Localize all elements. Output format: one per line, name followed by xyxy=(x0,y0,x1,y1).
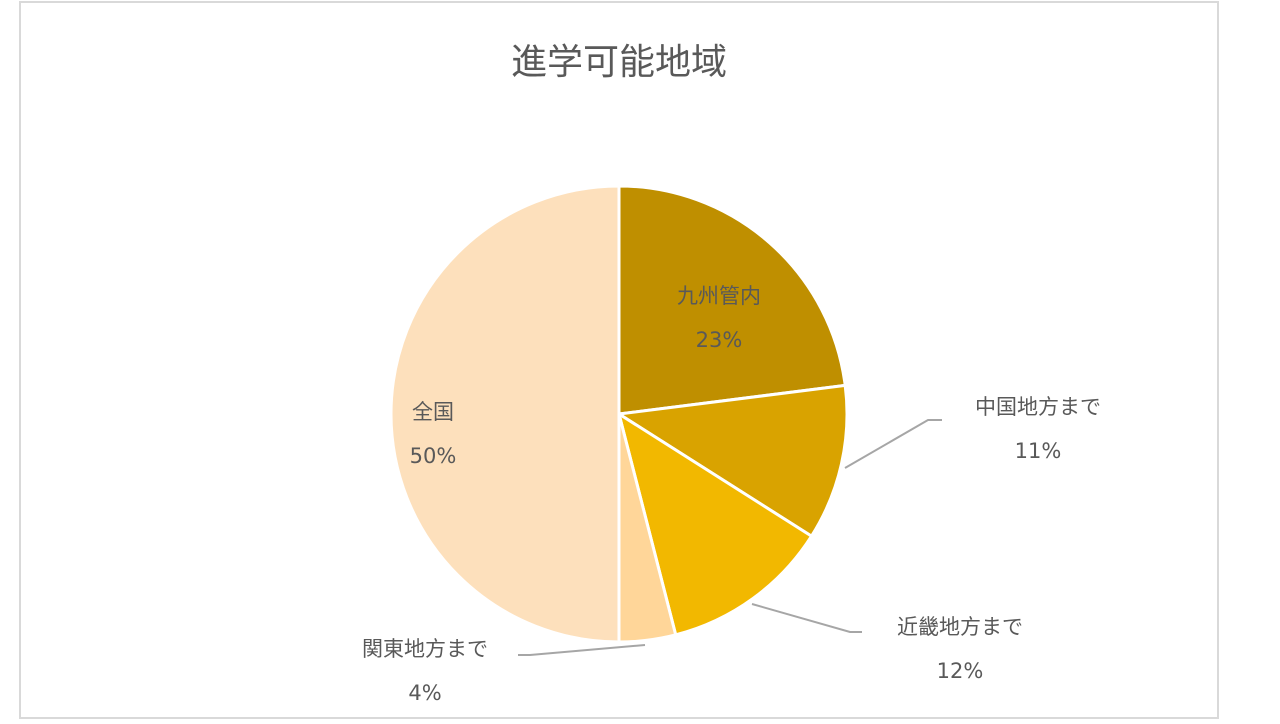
leader-line xyxy=(751,603,862,633)
slice-label: 全国 xyxy=(412,400,454,424)
leader-line xyxy=(518,644,646,656)
slice-label: 中国地方まで xyxy=(975,395,1101,419)
slice-label: 関東地方まで xyxy=(362,637,488,661)
pie-slice xyxy=(389,184,621,644)
slice-value-label: 11% xyxy=(1015,439,1062,463)
slice-value-label: 4% xyxy=(408,681,441,705)
slice-label: 九州管内 xyxy=(677,284,761,308)
slice-label: 近畿地方まで xyxy=(897,615,1023,639)
slice-value-label: 12% xyxy=(937,659,984,683)
leader-lines xyxy=(518,419,942,656)
leader-line xyxy=(844,419,942,469)
slice-value-label: 50% xyxy=(410,444,457,468)
chart-title: 進学可能地域 xyxy=(511,42,727,83)
pie-slice xyxy=(616,410,814,637)
pie-slice xyxy=(617,184,847,416)
pie-slice xyxy=(614,383,849,539)
slice-value-label: 23% xyxy=(696,328,743,352)
